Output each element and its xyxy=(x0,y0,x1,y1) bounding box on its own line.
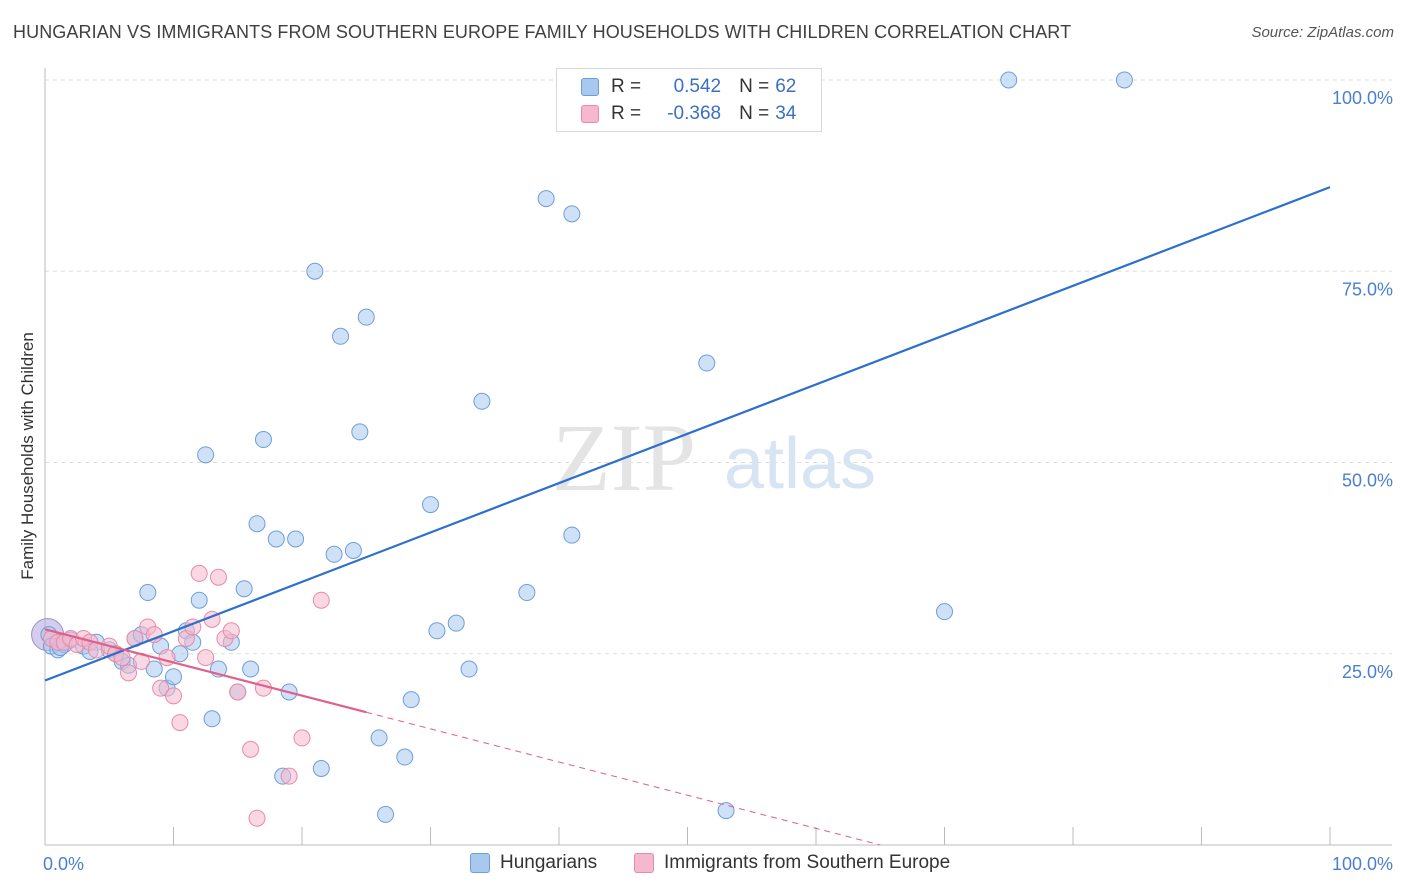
data-point xyxy=(936,603,953,621)
data-point xyxy=(242,740,260,758)
hungarians-swatch xyxy=(581,78,599,96)
hungarians-swatch xyxy=(470,853,490,873)
data-point xyxy=(377,805,395,823)
data-point xyxy=(357,308,375,326)
axes xyxy=(44,68,1392,846)
watermark-atlas: atlas xyxy=(724,424,876,504)
data-point xyxy=(460,660,478,678)
data-point xyxy=(165,687,182,705)
n-value: 62 xyxy=(775,76,797,97)
data-point xyxy=(422,496,439,514)
r-value: -0.368 xyxy=(667,103,722,124)
legend-row-hungarians: R = 0.542 N = 62 xyxy=(581,75,796,99)
trend-lines xyxy=(44,186,1331,846)
immigrants-points xyxy=(42,564,330,827)
legend-label: Hungarians xyxy=(500,852,598,873)
data-point xyxy=(312,760,330,777)
hungarians-trend-line xyxy=(44,186,1331,682)
data-point xyxy=(197,446,215,464)
data-point xyxy=(235,580,253,598)
tick-labels: 25.0% 50.0% 75.0% 100.0% 0.0% 100.0% xyxy=(43,88,1393,874)
gridlines xyxy=(45,79,1392,655)
data-point xyxy=(370,729,388,747)
data-point xyxy=(190,564,208,582)
stats-legend: R = 0.542 N = 62 R = -0.368 N = 34 xyxy=(556,68,822,132)
data-point xyxy=(1115,71,1133,89)
y-tick-label: 50.0% xyxy=(1342,471,1393,491)
data-point xyxy=(312,591,330,609)
r-label: R = xyxy=(611,103,642,124)
immigrants-trend-line xyxy=(44,628,367,714)
source-label: Source: ZipAtlas.com xyxy=(1251,24,1394,41)
legend-item-hungarians[interactable]: Hungarians xyxy=(470,852,597,874)
data-point xyxy=(222,622,240,640)
r-label: R = xyxy=(611,76,642,97)
data-point xyxy=(190,591,208,609)
data-point xyxy=(171,714,189,732)
data-point xyxy=(717,802,735,820)
chart-title: HUNGARIAN VS IMMIGRANTS FROM SOUTHERN EU… xyxy=(13,22,1072,42)
data-point xyxy=(209,568,227,586)
n-value: 34 xyxy=(775,103,797,124)
series-legend: Hungarians Immigrants from Southern Euro… xyxy=(0,852,1406,878)
legend-item-immigrants[interactable]: Immigrants from Southern Europe xyxy=(634,852,950,874)
immigrants-swatch xyxy=(581,105,599,123)
data-point xyxy=(120,664,138,682)
data-point xyxy=(197,649,215,667)
y-tick-label: 25.0% xyxy=(1342,662,1393,682)
data-point xyxy=(152,679,170,697)
data-point xyxy=(306,262,324,280)
data-point xyxy=(563,526,581,544)
data-point xyxy=(563,205,581,223)
data-point xyxy=(280,767,298,785)
data-point xyxy=(242,660,260,678)
data-point xyxy=(293,729,311,747)
legend-label: Immigrants from Southern Europe xyxy=(664,852,951,873)
data-point xyxy=(396,748,414,766)
data-point xyxy=(229,683,247,701)
n-label: N = xyxy=(739,76,770,97)
x-tick-label-start: 0.0% xyxy=(43,854,84,874)
data-point xyxy=(537,190,555,208)
watermark: ZIP atlas xyxy=(552,404,876,511)
data-point xyxy=(428,622,446,640)
legend-row-immigrants: R = -0.368 N = 34 xyxy=(581,102,796,126)
data-point xyxy=(248,809,266,827)
data-point xyxy=(248,515,266,533)
data-point xyxy=(267,530,285,548)
data-point xyxy=(447,614,465,632)
immigrants-trend-extension xyxy=(366,711,881,846)
data-point xyxy=(1000,71,1018,89)
r-value: 0.542 xyxy=(673,76,722,97)
y-tick-label: 100.0% xyxy=(1332,88,1393,108)
data-point xyxy=(287,530,305,548)
data-point xyxy=(518,584,536,602)
data-point xyxy=(344,541,362,559)
data-point xyxy=(139,584,157,602)
data-point xyxy=(351,423,369,441)
y-tick-label: 75.0% xyxy=(1342,279,1393,299)
data-point xyxy=(254,431,272,449)
immigrants-swatch xyxy=(634,853,654,873)
data-point xyxy=(165,668,182,686)
x-tick-label-end: 100.0% xyxy=(1332,854,1393,874)
data-point xyxy=(325,545,343,563)
data-point xyxy=(402,691,420,709)
data-point xyxy=(203,710,221,728)
n-label: N = xyxy=(739,103,770,124)
data-point xyxy=(332,327,350,345)
data-point xyxy=(145,660,163,678)
data-point xyxy=(698,354,716,372)
data-point xyxy=(473,392,491,410)
